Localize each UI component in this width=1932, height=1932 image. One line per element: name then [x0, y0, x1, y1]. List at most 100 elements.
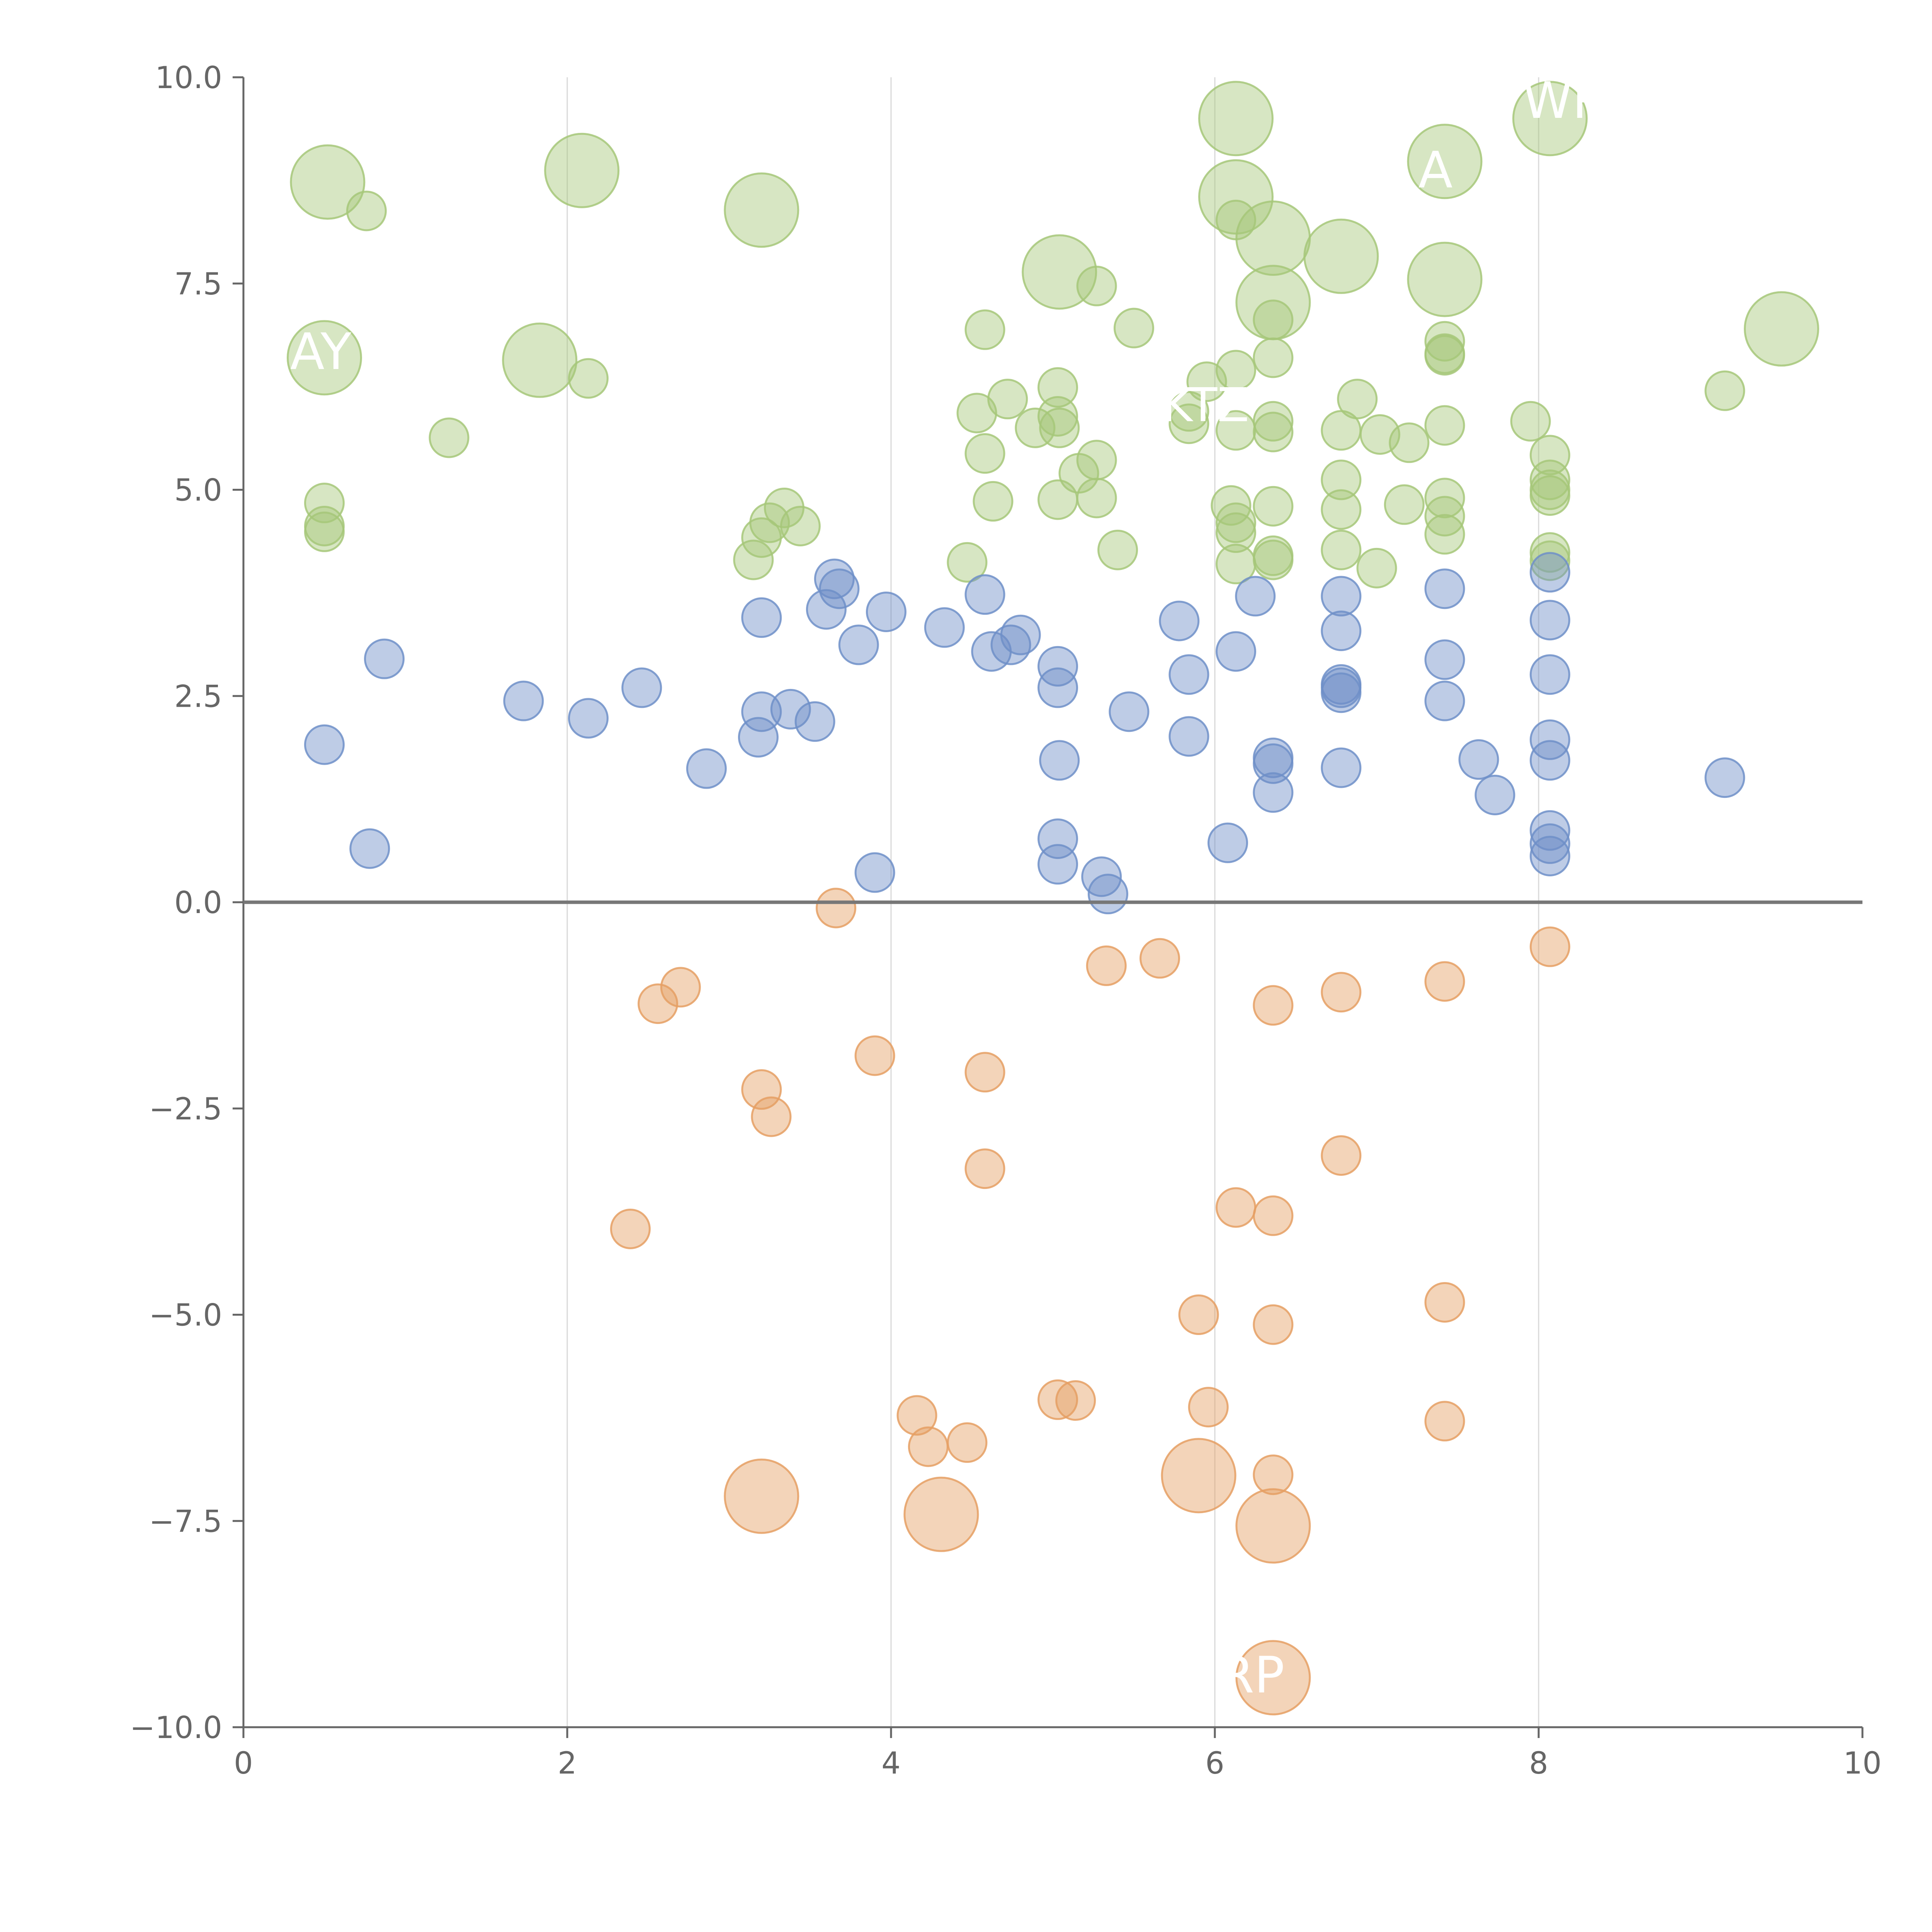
- green-bubble-64: [1389, 422, 1430, 463]
- blue-bubble-50: [1475, 774, 1515, 815]
- y-tick-label-8: −10.0: [130, 1711, 222, 1745]
- orange-bubble-15: [1321, 1135, 1362, 1176]
- green-bubble-71: [1424, 478, 1465, 519]
- blue-bubble-47: [1424, 639, 1465, 680]
- bubble-label-rp: RP: [1219, 1646, 1285, 1704]
- orange-bubble-5: [610, 1208, 651, 1249]
- green-bubble-19: [964, 309, 1005, 350]
- blue-bubble-13: [819, 568, 860, 609]
- y-tick-label-3: 2.5: [174, 679, 222, 714]
- blue-bubble-59: [1704, 757, 1745, 798]
- blue-bubble-22: [1000, 614, 1041, 655]
- orange-bubble-8: [964, 1148, 1005, 1189]
- green-bubble-59: [1321, 529, 1362, 570]
- green-bubble-33: [1114, 308, 1154, 349]
- orange-bubble-24: [947, 1422, 988, 1463]
- blue-bubble-4: [568, 698, 609, 739]
- green-bubble-67: [1424, 321, 1465, 362]
- blue-bubble-33: [1168, 716, 1209, 757]
- y-tick-label-5: −2.5: [149, 1092, 222, 1127]
- blue-bubble-48: [1424, 680, 1465, 721]
- orange-bubble-27: [1188, 1387, 1229, 1428]
- blue-bubble-46: [1424, 568, 1465, 609]
- green-bubble-29: [1076, 265, 1117, 306]
- blue-bubble-1: [503, 680, 544, 721]
- orange-bubble-26: [1055, 1380, 1096, 1421]
- green-bubble-40: [1235, 200, 1311, 276]
- blue-bubble-5: [621, 667, 662, 708]
- orange-bubble-11: [1253, 985, 1294, 1026]
- blue-bubble-29: [1087, 874, 1128, 915]
- green-bubble-52: [1215, 502, 1256, 543]
- green-bubble-31: [1076, 478, 1117, 519]
- green-bubble-65: [1407, 124, 1483, 199]
- blue-bubble-11: [794, 701, 835, 742]
- blue-bubble-53: [1529, 654, 1570, 695]
- green-bubble-53: [1215, 512, 1256, 553]
- blue-bubble-0: [364, 638, 405, 679]
- green-bubble-72: [1424, 496, 1465, 537]
- blue-bubble-34: [1208, 822, 1248, 863]
- green-bubble-55: [1303, 218, 1379, 294]
- orange-bubble-1: [660, 967, 701, 1008]
- green-bubble-73: [1424, 514, 1465, 555]
- green-bubble-43: [1215, 350, 1256, 391]
- blue-bubble-41: [1321, 611, 1362, 651]
- orange-bubble-21: [1424, 1401, 1465, 1442]
- green-bubble-81: [1529, 540, 1570, 581]
- orange-bubble-20: [1424, 1282, 1465, 1323]
- blue-bubble-55: [1529, 740, 1570, 781]
- green-bubble-23: [1037, 367, 1078, 408]
- blue-bubble-6: [686, 748, 727, 789]
- bubble-label-ktz: KTZ: [1162, 379, 1249, 432]
- orange-bubble-23: [908, 1426, 949, 1467]
- green-bubble-69: [1424, 335, 1465, 376]
- green-bubble-17: [964, 433, 1005, 474]
- green-bubble-63: [1384, 484, 1425, 525]
- green-bubble-46: [1253, 401, 1294, 442]
- green-bubble-0: [290, 144, 366, 220]
- orange-bubble-3: [741, 1069, 782, 1110]
- green-bubble-1: [346, 190, 387, 231]
- green-bubble-79: [1529, 475, 1570, 516]
- green-bubble-30: [1076, 440, 1117, 481]
- green-bubble-4: [287, 320, 362, 396]
- blue-bubble-25: [1039, 740, 1080, 781]
- blue-bubble-8: [741, 691, 782, 732]
- green-bubble-82: [1704, 370, 1745, 411]
- x-tick-label-0: 0: [234, 1746, 253, 1781]
- green-bubble-50: [1253, 539, 1294, 580]
- orange-bubble-18: [1178, 1294, 1219, 1335]
- green-bubble-10: [304, 511, 345, 552]
- orange-bubble-9: [1086, 945, 1127, 986]
- blue-bubble-36: [1235, 576, 1276, 617]
- green-bubble-7: [429, 417, 469, 458]
- blue-bubble-49: [1458, 739, 1499, 780]
- green-bubble-3: [724, 172, 799, 248]
- blue-bubble-16: [866, 591, 906, 632]
- axis-layer: 0 2 4 6 8 10 10.0 7.5 5.0 2.5 0.0 −2.5 −5.0 −7.5 −10.0: [130, 61, 1882, 1781]
- blue-bubble-27: [1037, 844, 1078, 885]
- green-bubble-47: [1253, 412, 1294, 452]
- orange-bubble-14: [1529, 926, 1570, 967]
- y-tick-label-7: −7.5: [149, 1504, 222, 1539]
- blue-bubble-31: [1159, 600, 1200, 641]
- green-bubble-13: [741, 517, 782, 558]
- blue-bubble-39: [1253, 772, 1294, 813]
- green-bubble-15: [733, 539, 774, 580]
- orange-bubble-25: [1037, 1379, 1078, 1420]
- green-bubble-70: [1424, 405, 1465, 446]
- blue-bubble-2: [304, 724, 345, 765]
- green-bubble-34: [1168, 403, 1209, 444]
- blue-bubble-19: [964, 574, 1005, 615]
- blue-bubble-54: [1529, 719, 1570, 760]
- blue-bubble-51: [1529, 552, 1570, 593]
- green-bubble-25: [1039, 407, 1080, 448]
- orange-bubble-17: [1253, 1195, 1294, 1236]
- green-bubble-45: [1253, 337, 1294, 378]
- green-bubble-83: [1744, 291, 1819, 367]
- bubble-label-a: A: [1418, 141, 1453, 199]
- x-tick-label-5: 10: [1843, 1746, 1881, 1781]
- blue-bubble-57: [1529, 823, 1570, 864]
